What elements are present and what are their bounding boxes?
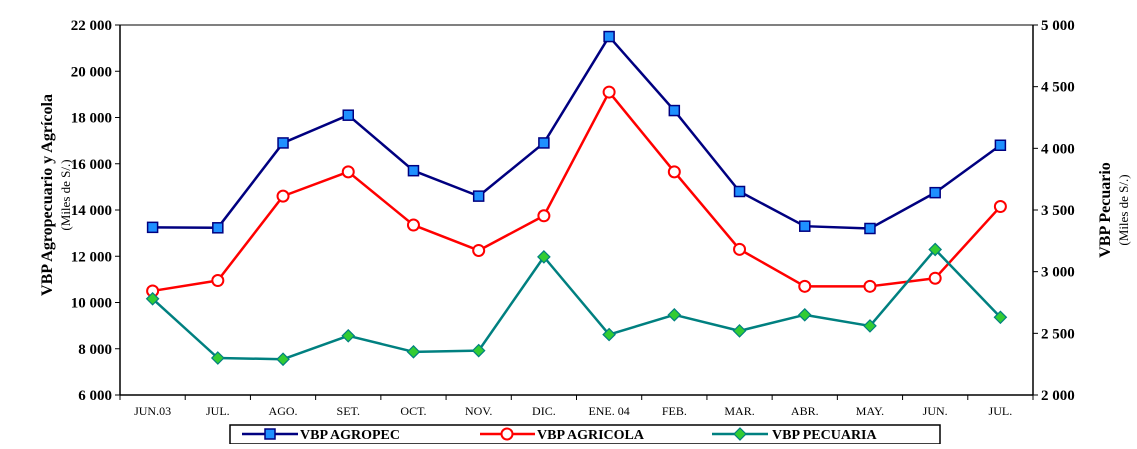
data-point: [472, 243, 486, 257]
data-point: [407, 164, 420, 177]
data-point: [538, 137, 550, 149]
x-tick-label: OCT.: [400, 404, 426, 418]
series-layer: [145, 30, 1008, 367]
x-tick-label: JUN.: [923, 404, 948, 418]
y-axis-subtitle: (Miles de S/.): [58, 159, 73, 230]
series-3: [145, 242, 1008, 367]
y2-axis-subtitle: (Miles de S/.): [1116, 174, 1131, 245]
x-tick-label: ENE. 04: [588, 404, 629, 418]
data-point: [993, 200, 1007, 214]
legend-item-agricola: VBP AGRICOLA: [480, 427, 645, 443]
legend-marker-agricola: [500, 427, 514, 441]
data-point: [929, 186, 941, 199]
data-point: [537, 250, 551, 264]
data-point: [342, 109, 354, 121]
series-2: [146, 85, 1007, 298]
y-tick-label: 10 000: [71, 296, 112, 312]
data-point: [863, 279, 877, 293]
data-point: [733, 242, 747, 256]
data-point: [471, 343, 486, 358]
data-point: [406, 218, 420, 232]
legend-label-agropec: VBP AGROPEC: [300, 428, 400, 443]
data-point: [993, 310, 1008, 325]
x-tick-label: ABR.: [791, 404, 819, 418]
data-point: [798, 279, 812, 293]
y-tick-label: 22 000: [71, 18, 112, 34]
y-tick-label: 14 000: [71, 203, 112, 219]
legend-item-pecuaria: VBP PECUARIA: [712, 427, 878, 443]
plot-area: [119, 24, 1034, 396]
data-point: [863, 319, 877, 333]
x-tick-label: SET.: [337, 404, 360, 418]
data-point: [603, 30, 615, 43]
x-tick-label: FEB.: [662, 404, 687, 418]
data-point: [864, 222, 876, 235]
x-tick-label: DIC.: [532, 404, 556, 418]
series-line: [152, 35, 1002, 230]
data-point: [667, 307, 682, 322]
y-axis-title: VBP Agropecuario y Agrícola: [39, 94, 56, 296]
series-line: [151, 248, 1002, 361]
y-tick-label: 12 000: [71, 249, 112, 265]
y2-tick-label: 2 500: [1041, 326, 1075, 342]
legend-marker-agropec: [264, 428, 276, 440]
data-point: [276, 352, 290, 367]
data-point: [210, 351, 225, 365]
y2-tick-label: 5 000: [1041, 18, 1075, 34]
data-point: [797, 307, 812, 322]
data-point: [341, 328, 356, 343]
series-1: [146, 30, 1007, 235]
axes: 6 000 8 000 10 000 12 000 14 000 16 000 18 000…: [71, 18, 1075, 418]
legend-marker-pecuaria: [733, 427, 747, 441]
data-point: [602, 85, 616, 99]
y-tick-label: 20 000: [71, 64, 112, 80]
x-tick-label: JUL.: [989, 404, 1013, 418]
data-point: [537, 209, 551, 223]
data-point: [799, 220, 811, 232]
data-point: [212, 222, 224, 234]
series-line: [152, 90, 1002, 293]
legend-label-pecuaria: VBP PECUARIA: [772, 428, 878, 443]
data-point: [733, 185, 746, 198]
y2-tick-label: 3 000: [1041, 265, 1075, 281]
y2-tick-label: 4 500: [1041, 80, 1075, 96]
y-tick-label: 16 000: [71, 157, 112, 173]
x-tick-label: MAR.: [724, 404, 754, 418]
legend: VBP AGROPEC VBP AGRICOLA VBP PECUARIA: [229, 424, 941, 445]
data-point: [211, 274, 225, 288]
y-tick-label: 6 000: [78, 388, 112, 404]
data-point: [602, 327, 616, 342]
data-point: [732, 324, 747, 338]
legend-item-agropec: VBP AGROPEC: [242, 428, 400, 443]
data-point: [928, 242, 943, 257]
data-point: [668, 104, 681, 117]
y-tick-label: 18 000: [71, 111, 112, 127]
data-point: [472, 190, 485, 202]
data-point: [341, 165, 355, 179]
y2-tick-label: 4 000: [1041, 141, 1075, 157]
data-point: [146, 221, 159, 234]
data-point: [276, 189, 290, 203]
data-point: [277, 137, 289, 149]
data-point: [928, 271, 942, 285]
x-tick-label: NOV.: [465, 404, 492, 418]
data-point: [145, 291, 160, 306]
data-point: [667, 165, 681, 179]
x-tick-label: AGO.: [269, 404, 298, 418]
data-point: [994, 139, 1007, 151]
y2-tick-label: 3 500: [1041, 203, 1075, 219]
y2-axis-title: VBP Pecuario: [1097, 162, 1114, 258]
x-tick-label: JUN.03: [134, 404, 171, 418]
y2-tick-label: 2 000: [1041, 388, 1075, 404]
legend-label-agricola: VBP AGRICOLA: [537, 428, 645, 443]
y-tick-label: 8 000: [78, 342, 112, 358]
data-point: [406, 344, 421, 359]
x-tick-label: MAY.: [856, 404, 884, 418]
x-tick-label: JUL.: [206, 404, 230, 418]
